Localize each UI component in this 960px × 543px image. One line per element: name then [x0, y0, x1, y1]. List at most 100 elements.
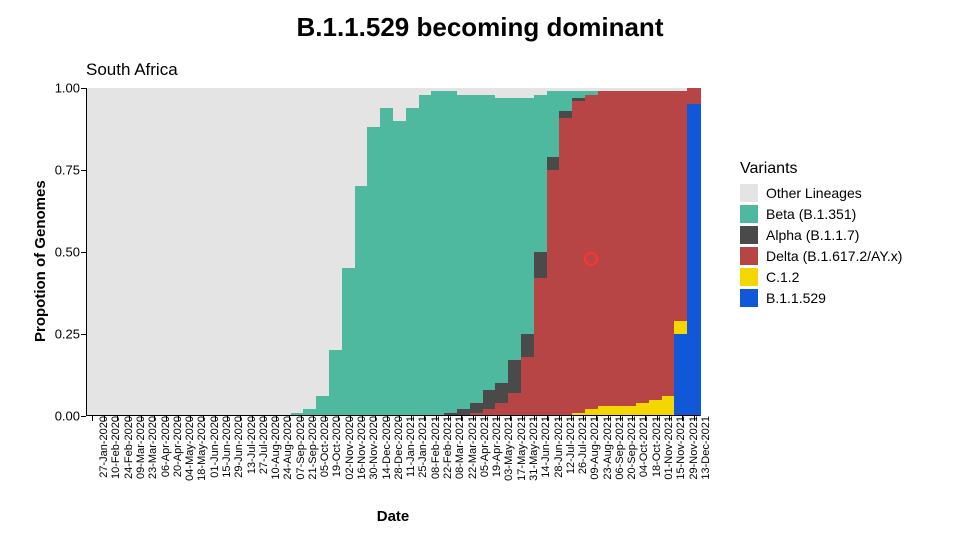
ytick-label: 0.25	[55, 327, 86, 342]
series-other	[86, 88, 99, 416]
xtick-mark	[608, 416, 609, 421]
legend-swatch	[740, 226, 758, 244]
series-beta	[316, 396, 329, 416]
stack-column	[674, 88, 687, 416]
series-beta	[342, 268, 355, 416]
axis-bottom	[86, 415, 700, 416]
series-alpha	[521, 334, 534, 357]
xtick-mark	[252, 416, 253, 421]
stack-column	[662, 88, 675, 416]
series-beta	[559, 91, 572, 111]
xtick-mark	[632, 416, 633, 421]
xtick-mark	[362, 416, 363, 421]
ytick-label: 0.75	[55, 163, 86, 178]
xtick-mark	[448, 416, 449, 421]
series-other	[367, 88, 380, 127]
legend-swatch	[740, 184, 758, 202]
legend-label: Delta (B.1.617.2/AY.x)	[766, 248, 902, 264]
series-other	[355, 88, 368, 186]
stack-column	[687, 88, 700, 416]
series-other	[201, 88, 214, 416]
stack-column	[188, 88, 201, 416]
xtick-mark	[559, 416, 560, 421]
series-other	[99, 88, 112, 416]
xtick-mark	[620, 416, 621, 421]
xtick-mark	[657, 416, 658, 421]
chart-subtitle: South Africa	[86, 60, 178, 80]
xtick-mark	[387, 416, 388, 421]
series-c12	[649, 400, 662, 416]
series-other	[278, 88, 291, 416]
series-other	[150, 88, 163, 416]
series-other	[214, 88, 227, 416]
series-delta	[649, 91, 662, 399]
stack-column	[329, 88, 342, 416]
xtick-mark	[325, 416, 326, 421]
series-other	[227, 88, 240, 416]
stack-column	[176, 88, 189, 416]
series-beta	[534, 95, 547, 252]
series-other	[393, 88, 406, 121]
series-delta	[508, 393, 521, 416]
xtick-mark	[350, 416, 351, 421]
stack-column	[470, 88, 483, 416]
series-beta	[329, 350, 342, 416]
stack-column	[150, 88, 163, 416]
series-delta	[636, 91, 649, 403]
legend-title: Variants	[740, 160, 902, 178]
legend-label: Other Lineages	[766, 185, 862, 201]
xtick-mark	[375, 416, 376, 421]
stack-column	[534, 88, 547, 416]
legend: Variants Other LineagesBeta (B.1.351)Alp…	[740, 160, 902, 310]
series-delta	[610, 91, 623, 406]
stack-column	[521, 88, 534, 416]
xtick-mark	[411, 416, 412, 421]
stack-column	[610, 88, 623, 416]
series-alpha	[470, 403, 483, 413]
xtick-mark	[215, 416, 216, 421]
stack-column	[86, 88, 99, 416]
stack-column	[367, 88, 380, 416]
series-alpha	[534, 252, 547, 278]
series-beta	[508, 98, 521, 360]
ytick-label: 0.00	[55, 409, 86, 424]
xtick-mark	[227, 416, 228, 421]
stack-column	[508, 88, 521, 416]
xtick-mark	[583, 416, 584, 421]
series-b11529	[687, 104, 700, 416]
series-other	[316, 88, 329, 396]
plot-wrap: 0.000.250.500.751.0027-Jan-202010-Feb-20…	[86, 88, 700, 416]
axis-left	[86, 88, 87, 416]
plot-area: 0.000.250.500.751.0027-Jan-202010-Feb-20…	[86, 88, 700, 416]
xtick-mark	[190, 416, 191, 421]
legend-label: B.1.1.529	[766, 290, 826, 306]
series-beta	[419, 95, 432, 416]
stack-column	[623, 88, 636, 416]
legend-label: C.1.2	[766, 269, 799, 285]
series-b11529	[674, 334, 687, 416]
stack-column	[419, 88, 432, 416]
legend-item-beta: Beta (B.1.351)	[740, 205, 902, 223]
stack-column	[214, 88, 227, 416]
legend-swatch	[740, 247, 758, 265]
xtick-mark	[547, 416, 548, 421]
legend-item-other: Other Lineages	[740, 184, 902, 202]
series-other	[495, 88, 508, 98]
stack-column	[431, 88, 444, 416]
series-delta	[623, 91, 636, 406]
series-delta	[547, 170, 560, 416]
legend-label: Beta (B.1.351)	[766, 206, 856, 222]
series-beta	[367, 127, 380, 416]
series-beta	[495, 98, 508, 383]
xtick-label: 13-Dec-2021	[698, 416, 712, 480]
stack-column	[495, 88, 508, 416]
xtick-mark	[92, 416, 93, 421]
stack-column	[483, 88, 496, 416]
series-other	[342, 88, 355, 268]
stack-column	[316, 88, 329, 416]
series-beta	[547, 91, 560, 157]
xtick-mark	[522, 416, 523, 421]
stack-column	[355, 88, 368, 416]
legend-swatch	[740, 289, 758, 307]
series-other	[303, 88, 316, 409]
